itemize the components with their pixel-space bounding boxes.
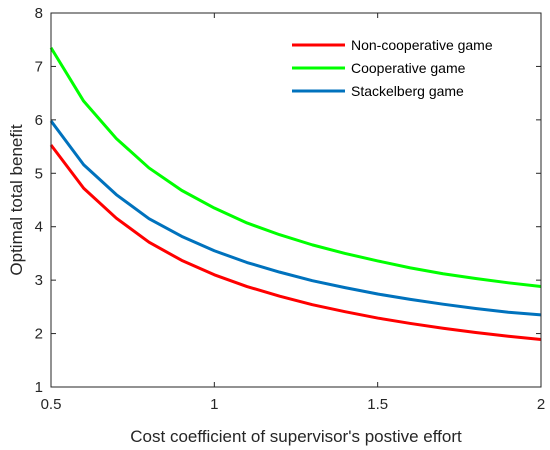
y-tick-label: 6 [35,112,43,129]
series-line-2 [49,46,542,289]
legend-label-2: Cooperative game [351,60,466,76]
plot-frame [50,12,542,388]
y-tick-label: 2 [35,326,43,343]
legend-label-1: Non-cooperative game [351,37,493,53]
y-tick-label: 5 [35,165,43,182]
x-tick-label: 2 [537,396,545,413]
x-tick-label: 1.5 [367,396,388,413]
y-axis-label: Optimal total benefit [7,124,26,275]
series-line-3 [49,120,542,317]
y-tick-label: 1 [35,379,43,396]
x-tick-label: 0.5 [41,396,62,413]
legend: Non-cooperative game Cooperative game Stac… [285,28,535,102]
y-tick-label: 4 [35,219,43,236]
x-axis-ticks: 0.5 1 1.5 2 [41,13,545,413]
legend-label-3: Stackelberg game [351,83,464,99]
y-tick-label: 3 [35,272,43,289]
x-axis-label: Cost coefficient of supervisor's postive… [130,427,462,446]
y-tick-label: 7 [35,58,43,75]
y-tick-label: 8 [35,5,43,22]
y-axis-ticks: 1 2 3 4 5 6 7 8 [35,5,541,396]
x-tick-label: 1 [210,396,218,413]
plot-lines [49,46,542,341]
series-line-1 [49,144,542,341]
